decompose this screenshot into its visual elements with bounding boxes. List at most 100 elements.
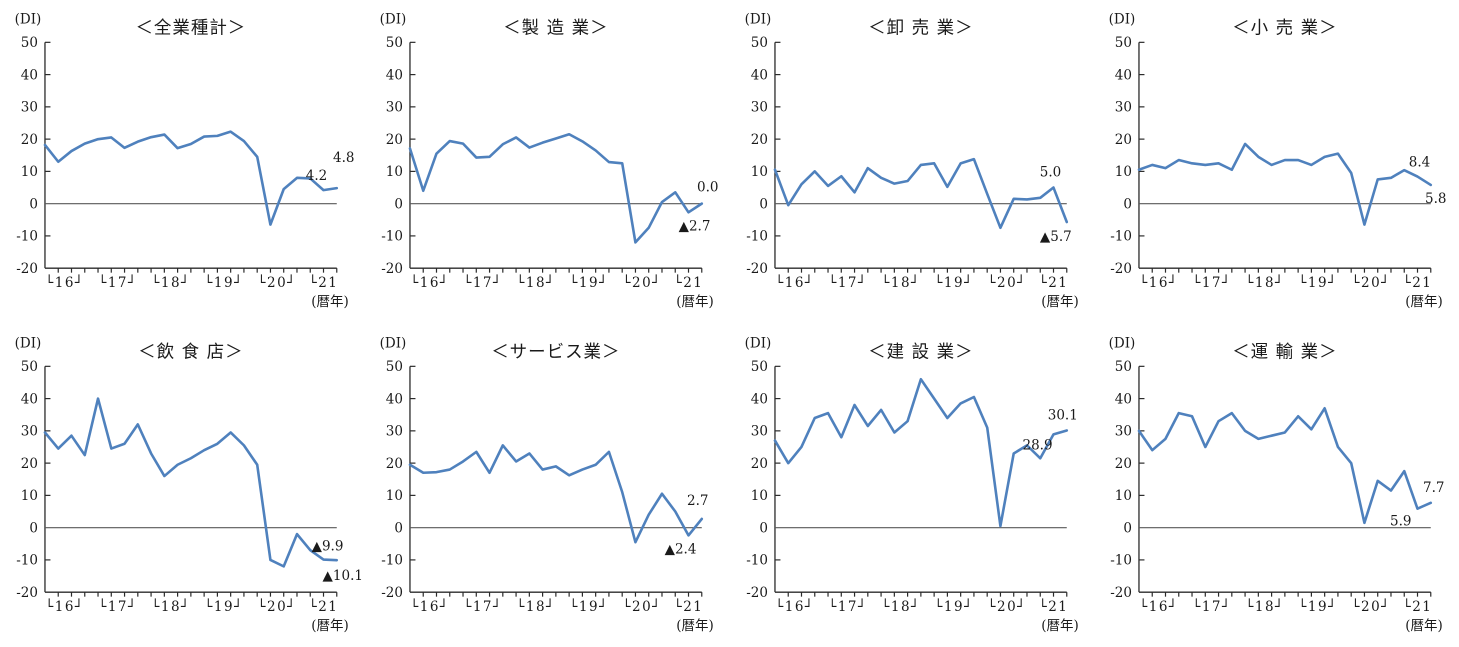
end-value-label: 4.8	[333, 150, 354, 166]
x-year-label: └16┘	[775, 598, 814, 615]
y-tick-label: 30	[1115, 100, 1132, 116]
chart-title: ＜全業種計＞	[135, 18, 246, 38]
x-year-label: └18┘	[1246, 598, 1285, 615]
end-value-label: ▲5.7	[1039, 229, 1071, 245]
y-tick-label: -10	[1111, 552, 1133, 568]
x-year-label: └20┘	[622, 598, 661, 615]
end-value-label: 5.8	[1425, 191, 1446, 207]
y-tick-label: 0	[394, 196, 403, 212]
end-value-label: ▲10.1	[323, 568, 363, 584]
chart-panel-retail: 50 40 30 20 10 0 -10 -20 └16┘ └17┘ └18┘ └19┘ └20┘ └21…	[1094, 0, 1459, 324]
y-tick-label: -20	[16, 584, 38, 600]
y-tick-label: 10	[21, 164, 38, 180]
y-axis-unit-label: (DI)	[379, 11, 406, 27]
x-axis-unit-label: (暦年)	[1041, 618, 1079, 634]
y-tick-label: 40	[750, 391, 767, 407]
x-year-label: └18┘	[516, 274, 555, 291]
end-value-label: 5.9	[1390, 513, 1411, 529]
x-year-label: └16┘	[410, 598, 449, 615]
x-year-label: └21	[1038, 598, 1068, 615]
x-year-label: └18┘	[151, 274, 190, 291]
end-value-label: 8.4	[1409, 155, 1430, 171]
x-year-label: └20┘	[1352, 598, 1391, 615]
y-tick-label: 40	[1115, 67, 1132, 83]
y-axis-unit-label: (DI)	[379, 335, 406, 351]
y-tick-label: 10	[21, 488, 38, 504]
end-value-label: 4.2	[306, 168, 327, 184]
line-chart-svg: 50 40 30 20 10 0 -10 -20 └16┘ └17┘ └18┘ └19┘ └20┘ └21…	[379, 335, 714, 634]
y-tick-label: -20	[381, 584, 403, 600]
chart-panel-restaurants: 50 40 30 20 10 0 -10 -20 └16┘ └17┘ └18┘ └19┘ └20┘ └21…	[0, 324, 365, 647]
y-tick-label: -20	[746, 261, 768, 277]
chart-panel-wholesale: 50 40 30 20 10 0 -10 -20 └16┘ └17┘ └18┘ └19┘ └20┘ └21…	[730, 0, 1095, 324]
line-chart-svg: 50 40 30 20 10 0 -10 -20 └16┘ └17┘ └18┘ └19┘ └20┘ └21…	[1109, 11, 1447, 310]
chart-panel-services: 50 40 30 20 10 0 -10 -20 └16┘ └17┘ └18┘ └19┘ └20┘ └21…	[365, 324, 730, 647]
end-value-label: 5.0	[1039, 165, 1060, 181]
x-axis-unit-label: (暦年)	[676, 294, 714, 310]
data-line	[773, 157, 1068, 230]
x-year-label: └21	[1403, 598, 1433, 615]
x-year-label: └18┘	[151, 598, 190, 615]
y-tick-label: 10	[386, 488, 403, 504]
y-tick-label: 50	[386, 359, 403, 375]
x-axis-unit-label: (暦年)	[1406, 618, 1444, 634]
x-year-label: └16┘	[45, 274, 84, 291]
x-year-label: └18┘	[1246, 274, 1285, 291]
line-chart-svg: 50 40 30 20 10 0 -10 -20 └16┘ └17┘ └18┘ └19┘ └20┘ └21…	[744, 335, 1079, 634]
y-tick-label: 30	[21, 100, 38, 116]
data-line	[43, 130, 339, 226]
y-tick-label: 0	[759, 196, 768, 212]
x-axis-unit-label: (暦年)	[676, 618, 714, 634]
end-value-label: 28.9	[1022, 437, 1052, 453]
x-year-label: └20┘	[257, 274, 296, 291]
y-tick-label: -10	[381, 229, 403, 245]
y-tick-label: 30	[1115, 423, 1132, 439]
y-tick-label: 0	[1124, 520, 1133, 536]
x-year-label: └19┘	[1299, 598, 1338, 615]
y-tick-label: -20	[16, 261, 38, 277]
y-tick-label: 0	[394, 520, 403, 536]
chart-title: ＜建 設 業＞	[868, 342, 973, 362]
x-year-label: └20┘	[987, 598, 1026, 615]
y-tick-label: 10	[386, 164, 403, 180]
y-tick-label: 50	[750, 35, 767, 51]
y-axis-unit-label: (DI)	[744, 335, 771, 351]
x-year-label: └17┘	[463, 598, 502, 615]
x-year-label: └17┘	[98, 598, 137, 615]
y-tick-label: 20	[1115, 455, 1132, 471]
y-tick-label: 30	[21, 423, 38, 439]
line-chart-svg: 50 40 30 20 10 0 -10 -20 └16┘ └17┘ └18┘ └19┘ └20┘ └21…	[15, 11, 355, 310]
y-tick-label: -10	[746, 229, 768, 245]
chart-panel-transport: 50 40 30 20 10 0 -10 -20 └16┘ └17┘ └18┘ └19┘ └20┘ └21…	[1094, 324, 1459, 647]
y-tick-label: 20	[21, 455, 38, 471]
chart-title: ＜飲 食 店＞	[138, 342, 243, 362]
x-year-label: └21	[1038, 274, 1068, 291]
chart-title: ＜運 輸 業＞	[1232, 342, 1337, 362]
y-tick-label: 50	[1115, 359, 1132, 375]
y-tick-label: 50	[21, 359, 38, 375]
y-tick-label: -20	[746, 584, 768, 600]
y-tick-label: 50	[21, 35, 38, 51]
x-year-label: └20┘	[987, 274, 1026, 291]
y-tick-label: -20	[1111, 261, 1133, 277]
x-year-label: └21	[309, 274, 339, 291]
y-tick-label: 10	[1115, 488, 1132, 504]
x-year-label: └21	[309, 598, 339, 615]
end-value-label: ▲9.9	[312, 538, 344, 554]
y-tick-label: -10	[16, 229, 38, 245]
y-tick-label: 30	[386, 100, 403, 116]
end-value-label: ▲2.4	[664, 541, 696, 557]
line-chart-svg: 50 40 30 20 10 0 -10 -20 └16┘ └17┘ └18┘ └19┘ └20┘ └21…	[379, 11, 718, 310]
y-tick-label: 50	[386, 35, 403, 51]
x-year-label: └19┘	[934, 274, 973, 291]
x-year-label: └20┘	[257, 598, 296, 615]
x-axis-unit-label: (暦年)	[1041, 294, 1079, 310]
x-year-label: └17┘	[1192, 598, 1231, 615]
y-tick-label: 40	[750, 67, 767, 83]
y-tick-label: 0	[29, 520, 38, 536]
data-line	[43, 396, 339, 568]
data-line	[1137, 142, 1433, 226]
chart-panel-construction: 50 40 30 20 10 0 -10 -20 └16┘ └17┘ └18┘ └19┘ └20┘ └21…	[730, 324, 1095, 647]
y-tick-label: -10	[1111, 229, 1133, 245]
